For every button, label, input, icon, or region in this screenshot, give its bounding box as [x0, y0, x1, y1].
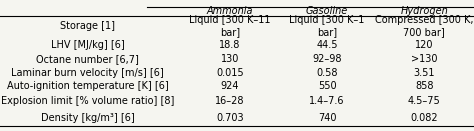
Text: Liquid [300 K–11
bar]: Liquid [300 K–11 bar] [189, 15, 271, 37]
Text: Gasoline: Gasoline [306, 6, 348, 16]
Text: LHV [MJ/kg] [6]: LHV [MJ/kg] [6] [51, 40, 125, 50]
Text: Liquid [300 K–1
bar]: Liquid [300 K–1 bar] [289, 15, 365, 37]
Text: Auto-ignition temperature [K] [6]: Auto-ignition temperature [K] [6] [7, 81, 169, 91]
Text: Storage [1]: Storage [1] [60, 21, 115, 31]
Text: 130: 130 [221, 54, 239, 64]
Text: 858: 858 [415, 81, 434, 91]
Text: 44.5: 44.5 [316, 40, 338, 50]
Text: Compressed [300 K,
700 bar]: Compressed [300 K, 700 bar] [375, 15, 474, 37]
Text: 0.58: 0.58 [316, 68, 338, 78]
Text: 120: 120 [415, 40, 434, 50]
Text: 18.8: 18.8 [219, 40, 241, 50]
Text: 0.015: 0.015 [216, 68, 244, 78]
Text: 550: 550 [318, 81, 337, 91]
Text: 92–98: 92–98 [312, 54, 342, 64]
Text: >130: >130 [411, 54, 438, 64]
Text: 3.51: 3.51 [413, 68, 435, 78]
Text: 0.703: 0.703 [216, 113, 244, 123]
Text: 4.5–75: 4.5–75 [408, 96, 441, 106]
Text: 16–28: 16–28 [215, 96, 245, 106]
Text: 0.082: 0.082 [410, 113, 438, 123]
Text: Ammonia: Ammonia [207, 6, 253, 16]
Text: Explosion limit [% volume ratio] [8]: Explosion limit [% volume ratio] [8] [1, 96, 174, 106]
Text: Density [kg/m³] [6]: Density [kg/m³] [6] [41, 113, 135, 123]
Text: 1.4–7.6: 1.4–7.6 [310, 96, 345, 106]
Text: Laminar burn velocity [m/s] [6]: Laminar burn velocity [m/s] [6] [11, 68, 164, 78]
Text: Octane number [6,7]: Octane number [6,7] [36, 54, 139, 64]
Text: Hydrogen: Hydrogen [401, 6, 448, 16]
Text: 924: 924 [220, 81, 239, 91]
Text: 740: 740 [318, 113, 337, 123]
